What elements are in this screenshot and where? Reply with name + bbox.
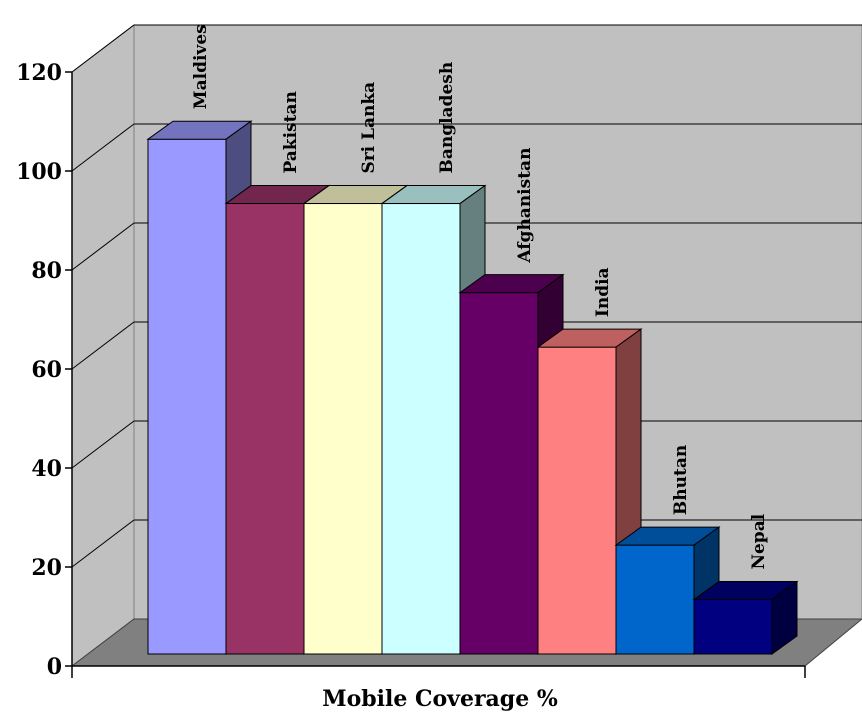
category-label: Maldives <box>191 24 211 109</box>
axes: 0 20 40 60 80 100 120 <box>16 60 806 680</box>
bar-front <box>147 138 227 655</box>
x-axis-label: Mobile Coverage % <box>322 686 558 712</box>
y-tick-label: 20 <box>31 555 62 581</box>
gridline-side <box>71 519 135 568</box>
y-tick-label: 40 <box>31 456 62 482</box>
bar-front <box>615 544 695 655</box>
category-label: Bhutan <box>671 445 691 515</box>
category-label: Pakistan <box>281 91 301 173</box>
bar-front <box>459 292 539 655</box>
bar-front <box>693 599 773 655</box>
y-tick-label: 100 <box>16 159 62 185</box>
category-label: Afghanistan <box>515 148 535 264</box>
bar-front <box>303 203 383 655</box>
bars <box>146 120 799 655</box>
gridline-side <box>71 222 135 271</box>
y-tick-label: 0 <box>47 654 62 680</box>
category-label: Sri Lanka <box>359 82 379 174</box>
gridline-side <box>71 321 135 370</box>
category-labels: Maldives Pakistan Sri Lanka Bangladesh Afgha… <box>191 24 769 569</box>
category-label: Bangladesh <box>437 62 457 174</box>
gridline-side <box>71 123 135 172</box>
y-tick-label: 60 <box>31 357 62 383</box>
y-tick-label: 80 <box>31 258 62 284</box>
bar-front <box>537 346 617 655</box>
y-tick-label: 120 <box>16 60 62 86</box>
bar-nepal <box>692 580 799 655</box>
bar-front <box>225 203 305 655</box>
category-label: India <box>593 267 613 317</box>
category-label: Nepal <box>749 513 769 569</box>
gridline-side <box>71 24 135 73</box>
gridline-side <box>71 420 135 469</box>
bar-side <box>771 580 798 655</box>
bar-front <box>381 203 461 655</box>
